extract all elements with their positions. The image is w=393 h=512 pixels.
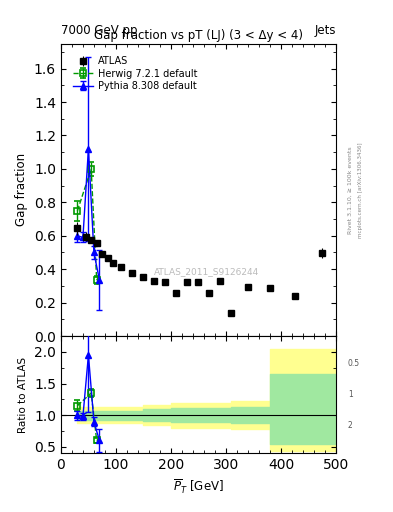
Text: 0.5


1


2: 0.5 1 2 — [348, 359, 360, 430]
Text: Rivet 3.1.10, ≥ 100k events: Rivet 3.1.10, ≥ 100k events — [348, 146, 353, 233]
Y-axis label: Ratio to ATLAS: Ratio to ATLAS — [18, 356, 29, 433]
Text: Jets: Jets — [314, 24, 336, 37]
Text: ATLAS_2011_S9126244: ATLAS_2011_S9126244 — [154, 267, 259, 276]
Legend: ATLAS, Herwig 7.2.1 default, Pythia 8.308 default: ATLAS, Herwig 7.2.1 default, Pythia 8.30… — [71, 54, 199, 93]
X-axis label: $\overline{P}_T$ [GeV]: $\overline{P}_T$ [GeV] — [173, 478, 224, 496]
Text: 7000 GeV pp: 7000 GeV pp — [61, 24, 138, 37]
Text: mcplots.cern.ch [arXiv:1306.3436]: mcplots.cern.ch [arXiv:1306.3436] — [358, 142, 363, 238]
Y-axis label: Gap fraction: Gap fraction — [15, 153, 28, 226]
Title: Gap fraction vs pT (LJ) (3 < Δy < 4): Gap fraction vs pT (LJ) (3 < Δy < 4) — [94, 29, 303, 42]
